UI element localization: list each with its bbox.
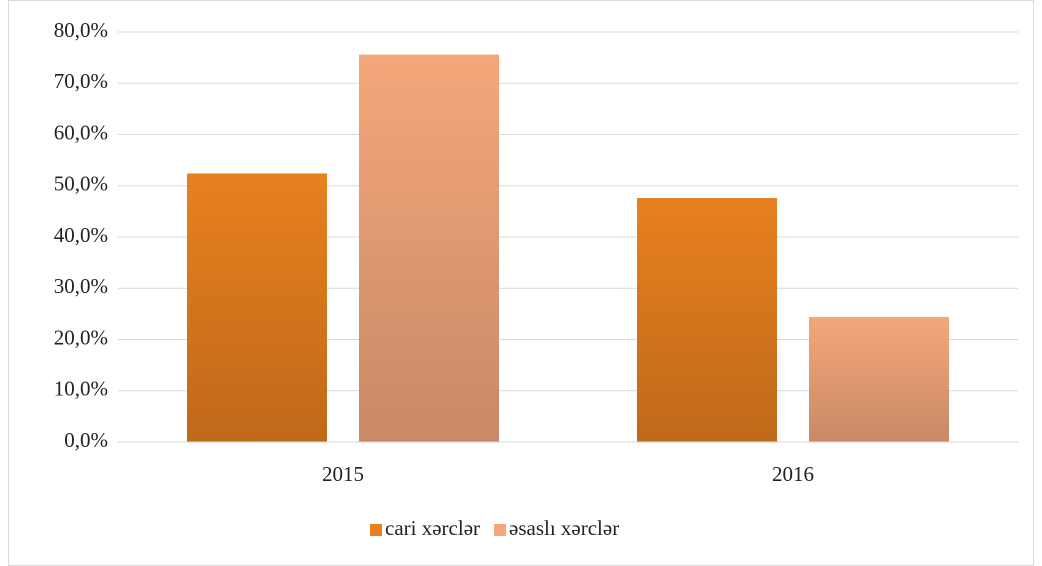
y-tick-label: 40,0% (54, 223, 108, 247)
y-tick-label: 80,0% (54, 18, 108, 42)
y-tick-label: 60,0% (54, 120, 108, 144)
bar-shading (637, 198, 777, 442)
x-tick-label: 2016 (772, 462, 814, 486)
bar-shading (359, 54, 499, 443)
bar-shading (187, 173, 327, 442)
y-tick-label: 0,0% (64, 428, 108, 452)
y-tick-label: 20,0% (54, 325, 108, 349)
y-tick-label: 50,0% (54, 172, 108, 196)
y-tick-label: 70,0% (54, 69, 108, 93)
x-tick-label: 2015 (322, 462, 364, 486)
legend-label: cari xərclər (385, 516, 480, 540)
legend-label: əsaslı xərclər (509, 516, 619, 540)
y-tick-label: 10,0% (54, 377, 108, 401)
chart-border (8, 0, 1034, 566)
y-tick-label: 30,0% (54, 274, 108, 298)
legend-swatch (494, 524, 507, 536)
legend-swatch (370, 524, 382, 536)
bar-shading (809, 316, 949, 442)
